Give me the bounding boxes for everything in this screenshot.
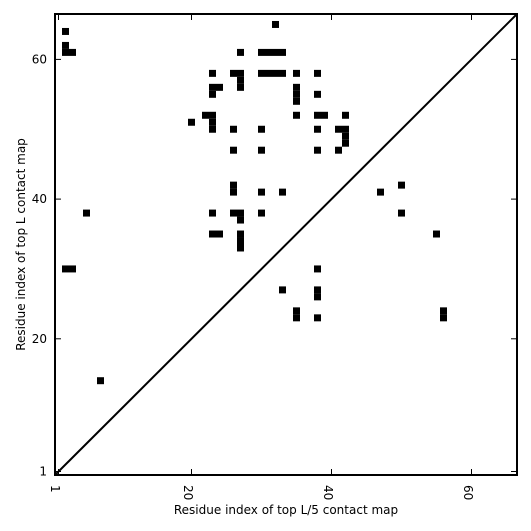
contact-cell: [314, 146, 321, 154]
contact-cell: [216, 83, 223, 91]
contact-cell: [440, 307, 447, 315]
contact-cell: [209, 118, 216, 126]
contact-cell: [209, 83, 216, 91]
contact-cell: [188, 118, 195, 126]
contact-cell: [314, 90, 321, 98]
contact-cell: [209, 230, 216, 238]
contact-cell: [342, 125, 349, 133]
y-tick-label: 40: [32, 192, 47, 206]
contact-cell: [258, 48, 265, 56]
contact-cell: [237, 237, 244, 245]
contact-cell: [237, 244, 244, 252]
contact-cell: [258, 209, 265, 217]
contact-cell: [279, 286, 286, 294]
y-axis-label: Residue index of top L contact map: [14, 138, 28, 351]
x-axis-ticks: 1 20 40 60: [48, 14, 475, 500]
contact-cell: [279, 188, 286, 196]
contact-cell: [69, 48, 76, 56]
contact-cell: [237, 83, 244, 91]
contact-cell: [237, 209, 244, 217]
plot-frame: [54, 13, 518, 476]
contact-cell: [237, 216, 244, 224]
contact-cell: [398, 209, 405, 217]
contact-cell: [202, 111, 209, 119]
y-tick-label: 1: [39, 465, 47, 479]
contact-cell: [279, 69, 286, 77]
contact-cell: [314, 125, 321, 133]
contact-cell: [209, 69, 216, 77]
x-tick-label: 1: [48, 485, 62, 493]
contact-cell: [258, 146, 265, 154]
contact-cell: [62, 265, 69, 273]
contact-cell: [272, 48, 279, 56]
y-axis-ticks: 1 20 40 60: [32, 52, 517, 479]
contact-cell: [342, 132, 349, 140]
contact-cell: [69, 265, 76, 273]
contact-cell: [314, 314, 321, 322]
contact-cell: [265, 48, 272, 56]
diagonal-line: [54, 13, 518, 476]
contact-cell: [230, 188, 237, 196]
contact-cell: [433, 230, 440, 238]
contact-cell: [265, 69, 272, 77]
contact-cell: [272, 20, 279, 28]
contact-cell: [258, 69, 265, 77]
contact-cell: [230, 209, 237, 217]
x-tick-label: 40: [321, 485, 335, 500]
contact-cell: [314, 293, 321, 301]
contact-cell: [209, 209, 216, 217]
contact-cell: [83, 209, 90, 217]
contact-cell: [258, 125, 265, 133]
contact-cell: [97, 377, 104, 385]
contact-cell: [272, 69, 279, 77]
x-tick-label: 20: [181, 485, 195, 500]
contact-cell: [314, 265, 321, 273]
contact-cell: [62, 27, 69, 35]
y-tick-label: 20: [32, 332, 47, 346]
contact-cell: [258, 188, 265, 196]
contact-cell: [314, 69, 321, 77]
contact-cell: [237, 230, 244, 238]
contact-cell: [440, 314, 447, 322]
contact-cell: [335, 146, 342, 154]
contact-cell: [216, 230, 223, 238]
contact-cell: [237, 69, 244, 77]
contact-cell: [335, 125, 342, 133]
contact-cell: [230, 69, 237, 77]
contact-cell: [293, 83, 300, 91]
contact-cell: [237, 48, 244, 56]
contact-cell: [342, 111, 349, 119]
contact-cell: [62, 48, 69, 56]
contact-cell: [209, 125, 216, 133]
contact-cell: [237, 76, 244, 84]
contact-cell: [62, 41, 69, 49]
contact-cell: [293, 97, 300, 105]
contact-cell: [209, 111, 216, 119]
x-axis-label: Residue index of top L/5 contact map: [174, 503, 398, 517]
contact-cell: [209, 90, 216, 98]
x-tick-label: 60: [461, 485, 475, 500]
contact-cell: [230, 181, 237, 189]
contact-cell: [279, 48, 286, 56]
contact-cell: [293, 69, 300, 77]
contact-cell: [293, 307, 300, 315]
contact-cell: [377, 188, 384, 196]
contact-cell: [342, 139, 349, 147]
contact-cells: [62, 20, 447, 385]
contact-cell: [293, 314, 300, 322]
contact-cell: [314, 286, 321, 294]
contact-cell: [398, 181, 405, 189]
contact-cell: [321, 111, 328, 119]
contact-cell: [293, 90, 300, 98]
contact-cell: [230, 125, 237, 133]
contact-cell: [314, 111, 321, 119]
contact-cell: [293, 111, 300, 119]
contact-cell: [230, 146, 237, 154]
y-tick-label: 60: [32, 52, 47, 66]
